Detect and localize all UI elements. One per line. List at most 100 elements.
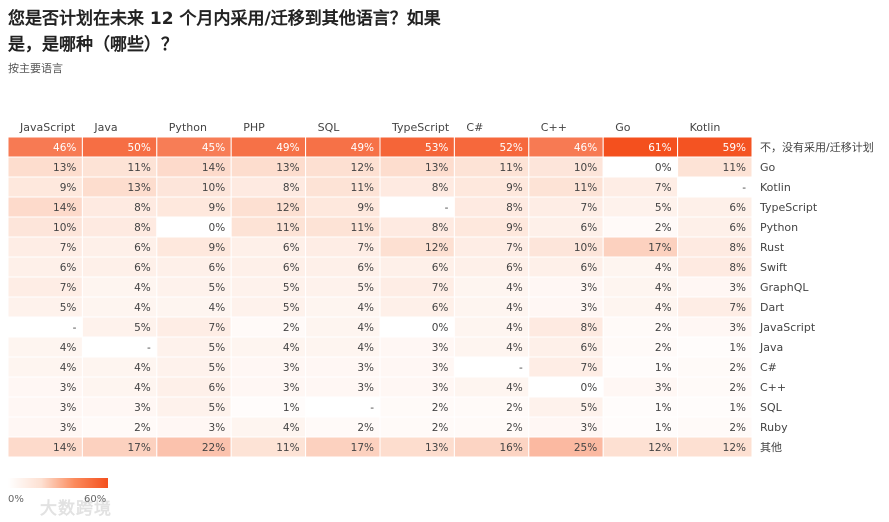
cell-value-label: 6% [134,262,151,274]
cell-value-label: 11% [276,222,299,234]
column-header: Java [93,121,117,134]
cell-value-label: 3% [60,382,77,394]
cell-value-label: 5% [283,282,300,294]
cell-value-label: 4% [655,302,672,314]
row-label: Rust [760,241,785,254]
heatmap-cell [453,356,530,378]
cell-value-label: 3% [655,382,672,394]
cell-value-label: 9% [209,242,226,254]
cell-value-label: 2% [134,422,151,434]
cell-value-label: 4% [357,322,374,334]
heatmap-cell [677,436,753,458]
cell-value-label: 53% [425,142,448,154]
cell-value-label: 8% [581,322,598,334]
cell-value-label: 2% [506,402,523,414]
cell-value-label: 6% [283,242,300,254]
cell-value-label: 4% [134,282,151,294]
cell-value-label: 4% [506,382,523,394]
cell-value-label: 7% [209,322,226,334]
cell-value-label: 6% [134,242,151,254]
cell-value-label: 17% [127,442,150,454]
cell-value-label: - [445,202,449,214]
cell-value-label: 9% [357,202,374,214]
row-label: Kotlin [760,181,791,194]
cell-value-label: - [519,362,523,374]
cell-value-label: 1% [729,342,746,354]
cell-value-label: 7% [60,242,77,254]
cell-value-label: 7% [729,302,746,314]
cell-value-label: 2% [432,402,449,414]
cell-value-label: 2% [655,322,672,334]
row-label: Swift [760,261,788,274]
cell-value-label: 12% [648,442,671,454]
cell-value-label: 6% [729,202,746,214]
column-header: Go [615,121,631,134]
cell-value-label: 8% [283,182,300,194]
cell-value-label: 4% [283,342,300,354]
cell-value-label: 5% [209,402,226,414]
cell-value-label: 6% [357,262,374,274]
cell-value-label: 6% [432,302,449,314]
legend-min-label: 0% [8,494,24,505]
cell-value-label: 11% [499,162,522,174]
cell-value-label: 4% [655,282,672,294]
cell-value-label: 12% [276,202,299,214]
cell-value-label: 17% [648,242,671,254]
column-header: PHP [243,121,265,134]
cell-value-label: 13% [127,182,150,194]
cell-value-label: 5% [655,202,672,214]
column-header: JavaScript [19,121,76,134]
cell-value-label: 9% [60,182,77,194]
cell-value-label: - [147,342,151,354]
cell-value-label: 4% [134,302,151,314]
cell-value-label: 3% [60,422,77,434]
cell-value-label: 3% [432,342,449,354]
cell-value-label: 2% [729,382,746,394]
cell-value-label: 3% [283,362,300,374]
chart-subtitle: 按主要语言 [8,62,63,75]
cell-value-label: 3% [432,362,449,374]
cell-value-label: 1% [655,402,672,414]
heatmap-chart: JavaScript Java Python PHP SQL TypeScript C# C+… [7,121,874,458]
row-label: Dart [760,301,785,314]
cell-value-label: 6% [60,262,77,274]
cell-value-label: 7% [655,182,672,194]
cell-value-label: 6% [581,342,598,354]
cell-value-label: 0% [581,382,598,394]
cell-value-label: 7% [60,282,77,294]
row-label: Go [760,161,776,174]
cell-value-label: 12% [723,442,746,454]
cell-value-label: 14% [202,162,225,174]
column-header: SQL [318,121,341,134]
row-label: TypeScript [759,201,818,214]
cell-value-label: 6% [581,222,598,234]
cell-value-label: 5% [60,302,77,314]
row-label: Ruby [760,421,788,434]
cell-value-label: 2% [283,322,300,334]
legend-max-label: 60% [84,494,107,505]
cell-value-label: 12% [425,242,448,254]
cell-value-label: 9% [506,222,523,234]
cell-value-label: 7% [432,282,449,294]
cell-value-label: 14% [53,442,76,454]
cell-value-label: 1% [729,402,746,414]
cell-value-label: 2% [655,222,672,234]
cell-value-label: 14% [53,202,76,214]
cell-value-label: - [73,322,77,334]
cell-value-label: 11% [276,442,299,454]
column-header: C++ [541,121,567,134]
cell-value-label: 11% [574,182,597,194]
cell-value-label: 2% [506,422,523,434]
column-header: TypeScript [391,121,450,134]
column-header: Kotlin [690,121,721,134]
row-label: Python [760,221,798,234]
cell-value-label: 4% [357,302,374,314]
cell-value-label: 6% [581,262,598,274]
cell-value-label: 5% [283,302,300,314]
chart-title: 您是否计划在未来 12 个月内采用/迁移到其他语言？如果是，是哪种（哪些）？ [8,9,441,55]
cell-value-label: 7% [581,202,598,214]
row-label: Java [759,341,783,354]
cell-value-label: 13% [425,442,448,454]
column-header: Python [169,121,207,134]
cell-value-label: 3% [209,422,226,434]
